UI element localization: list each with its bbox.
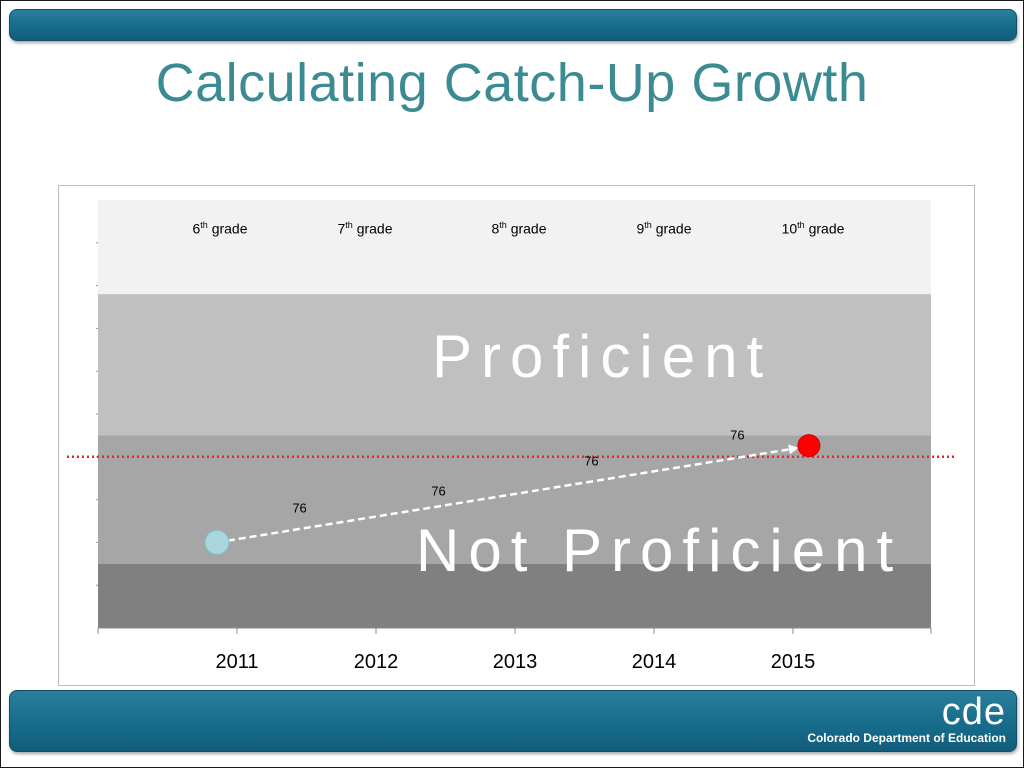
band-label-proficient: Proficient	[432, 323, 773, 390]
footer-bar	[9, 690, 1017, 752]
x-tick-label-2015: 2015	[771, 651, 816, 673]
growth-label-3: 76	[584, 453, 598, 468]
grade-label-6: 6th grade	[192, 220, 248, 237]
slide-title: Calculating Catch-Up Growth	[155, 53, 869, 113]
grade-label-8: 8th grade	[491, 220, 547, 237]
x-tick-label-2014: 2014	[632, 651, 677, 673]
end-point	[797, 434, 821, 458]
x-tick-label-2013: 2013	[493, 651, 538, 673]
band-label-not-proficient: Not Proficient	[416, 517, 903, 584]
start-point	[204, 529, 230, 555]
growth-label-2: 76	[431, 483, 445, 498]
header-bar	[9, 9, 1017, 41]
growth-label-4: 76	[730, 428, 744, 443]
cde-logo: cde	[941, 691, 1006, 733]
band-proficient	[98, 294, 931, 436]
growth-arrow	[216, 444, 799, 544]
growth-label-1: 76	[292, 500, 306, 515]
band-top	[98, 200, 931, 295]
grade-label-10: 10th grade	[781, 220, 845, 237]
grade-label-7: 7th grade	[337, 220, 393, 237]
grade-label-9: 9th grade	[636, 220, 692, 237]
x-tick-label-2012: 2012	[354, 651, 399, 673]
band-bottom	[98, 563, 931, 628]
org-name: Colorado Department of Education	[807, 731, 1006, 745]
x-tick-label-2011: 2011	[215, 651, 258, 673]
